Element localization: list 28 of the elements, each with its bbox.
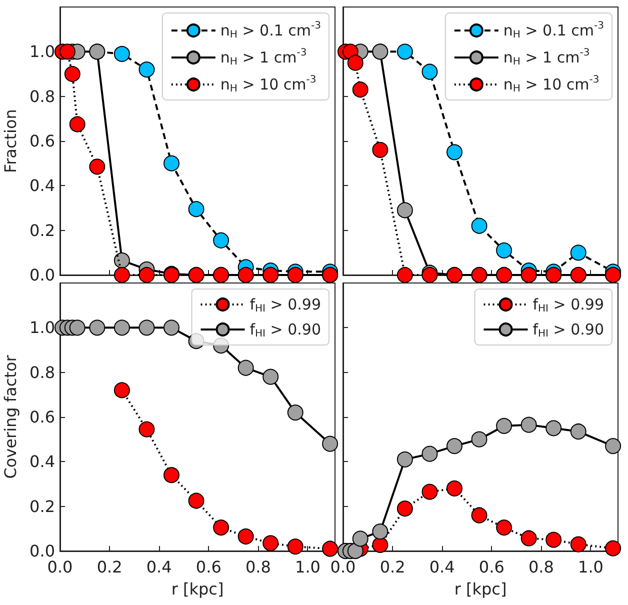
y-tick-label: 0.2 [30, 496, 55, 516]
x-tick-label: 1.0 [578, 558, 604, 576]
x-tick-label: 0.4 [429, 558, 455, 576]
y-axis-title: Covering factor [1, 354, 20, 479]
x-tick-label: 0.4 [146, 558, 172, 576]
x-axis-title: r [kpc] [171, 580, 224, 598]
y-tick-label: 1.0 [30, 42, 55, 62]
x-tick-label: 0.8 [245, 558, 271, 576]
y-tick-label: 0.6 [30, 132, 55, 150]
y-tick-label: 0.0 [30, 266, 55, 284]
x-tick-label: 1.0 [295, 558, 320, 576]
x-axis-title: r [kpc] [454, 580, 507, 598]
y-tick-label: 0.0 [30, 542, 55, 560]
y-tick-label: 1.0 [30, 318, 55, 338]
x-tick-label: 0.8 [528, 558, 554, 576]
y-tick-label: 0.6 [30, 408, 55, 426]
x-tick-label: 0.6 [478, 558, 504, 576]
y-axis-title: Fraction [1, 109, 20, 173]
y-tick-label: 0.4 [30, 176, 55, 196]
x-tick-label: 0.2 [380, 558, 406, 576]
x-tick-label: 0.0 [47, 558, 73, 576]
y-tick-label: 0.2 [30, 220, 55, 240]
y-tick-label: 0.8 [30, 362, 55, 382]
x-tick-label: 0.0 [330, 558, 356, 576]
y-tick-label: 0.4 [30, 452, 55, 472]
x-tick-label: 0.6 [196, 558, 222, 576]
y-tick-label: 0.8 [30, 86, 55, 106]
x-tick-label: 0.2 [96, 558, 122, 576]
